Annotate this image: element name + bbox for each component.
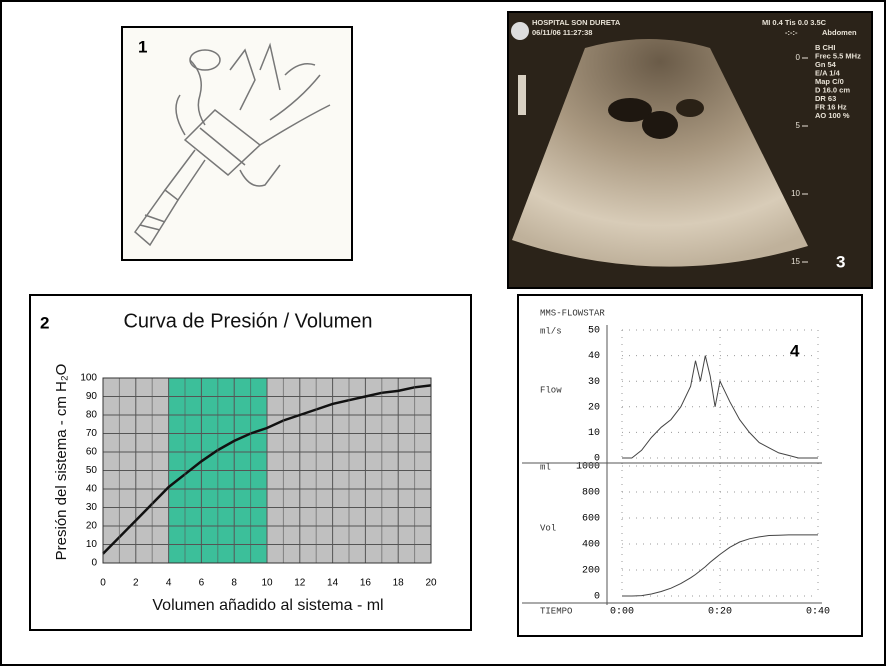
chart-title: MMS-FLOWSTAR <box>540 308 605 318</box>
y-tick-label: 50 <box>588 326 600 337</box>
panel-label: 4 <box>790 341 800 360</box>
ultrasound-structure <box>676 99 704 117</box>
y-tick-label: 20 <box>86 521 98 532</box>
y-tick-label: 400 <box>582 540 600 551</box>
ultrasound-panel: HOSPITAL SON DURETA 06/11/06 11:27:38 MI… <box>508 12 872 288</box>
y-tick-label: 40 <box>588 351 600 362</box>
page: HOSPITAL SON DURETA 06/11/06 11:27:38 MI… <box>0 0 887 672</box>
y-tick-label: 100 <box>80 373 97 384</box>
panel-label: 3 <box>836 252 845 271</box>
y-tick-label: 50 <box>86 465 98 476</box>
ultrasound-text: HOSPITAL SON DURETA <box>532 18 621 27</box>
panel-label: 2 <box>40 313 49 332</box>
x-tick-label: 0:40 <box>806 607 830 618</box>
x-tick-label: 4 <box>166 578 172 589</box>
figure: HOSPITAL SON DURETA 06/11/06 11:27:38 MI… <box>0 0 887 667</box>
x-tick-label: 20 <box>425 578 437 589</box>
series-label: Vol <box>540 523 556 533</box>
y-tick-label: 20 <box>588 402 600 413</box>
y-axis-label: ml <box>540 462 551 472</box>
y-tick-label: 70 <box>86 428 98 439</box>
depth-label: 5 <box>796 121 801 130</box>
x-tick-label: 0 <box>100 578 106 589</box>
flow-panel: MMS-FLOWSTAR0102030405002004006008001000… <box>518 295 862 636</box>
panel-frame <box>122 27 352 260</box>
x-tick-label: 12 <box>294 578 306 589</box>
depth-label: 15 <box>791 257 800 266</box>
y-tick-label: 10 <box>86 539 98 550</box>
y-tick-label: 800 <box>582 488 600 499</box>
x-tick-label: 2 <box>133 578 139 589</box>
ultrasound-text: MI 0.4 Tis 0.0 3.5C <box>762 18 827 27</box>
pv-panel: 0 10 20 30 40 50 60 70 80 90 100 0 2 4 6 8 10 12 14 16 18 20 C… <box>30 295 471 630</box>
y-tick-label: 30 <box>588 377 600 388</box>
depth-label: 0 <box>796 53 801 62</box>
y-axis-label: Presión del sistema - cm H₂O <box>53 364 70 561</box>
gray-scale-bar <box>518 75 526 115</box>
ultrasound-structure <box>642 111 678 139</box>
ultrasound-setting: AO 100 % <box>815 111 850 120</box>
y-tick-label: 0 <box>594 592 600 603</box>
series-label: Flow <box>540 385 562 395</box>
panel-frame <box>518 295 862 636</box>
chart-title: Curva de Presión / Volumen <box>123 310 372 332</box>
y-axis-label: ml/s <box>540 326 562 336</box>
y-tick-label: 90 <box>86 391 98 402</box>
y-tick-label: 600 <box>582 514 600 525</box>
x-tick-label: 10 <box>261 578 273 589</box>
x-tick-label: 0:00 <box>610 607 634 618</box>
y-tick-label: 10 <box>588 428 600 439</box>
x-tick-label: 14 <box>327 578 339 589</box>
x-tick-label: 0:20 <box>708 607 732 618</box>
ultrasound-text: -:-:- <box>785 28 798 37</box>
depth-label: 10 <box>791 189 800 198</box>
ultrasound-text: 06/11/06 11:27:38 <box>532 28 592 37</box>
y-tick-label: 60 <box>86 447 98 458</box>
x-axis-label: Volumen añadido al sistema - ml <box>152 597 383 614</box>
logo <box>511 22 529 40</box>
y-tick-label: 0 <box>91 558 97 569</box>
sketch-panel <box>122 27 352 260</box>
y-tick-label: 200 <box>582 566 600 577</box>
panel-label: 1 <box>138 37 147 56</box>
y-tick-label: 80 <box>86 410 98 421</box>
ultrasound-text: Abdomen <box>822 28 857 37</box>
x-axis-label: TIEMPO <box>540 606 572 616</box>
x-tick-label: 6 <box>199 578 205 589</box>
x-tick-label: 18 <box>393 578 405 589</box>
x-tick-label: 16 <box>360 578 372 589</box>
x-tick-label: 8 <box>231 578 237 589</box>
y-tick-label: 40 <box>86 484 98 495</box>
y-tick-label: 30 <box>86 502 98 513</box>
